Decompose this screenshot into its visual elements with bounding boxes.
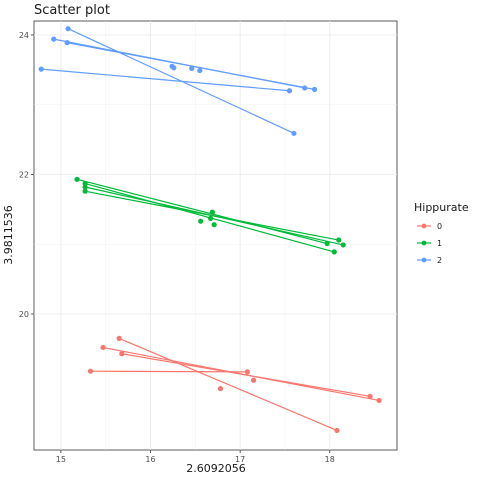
legend-key-point-2 xyxy=(421,257,427,263)
fit-line-hippurate-0 xyxy=(118,337,338,432)
point-hippurate-1 xyxy=(198,218,204,224)
point-hippurate-1 xyxy=(336,237,342,243)
point-hippurate-1 xyxy=(211,222,217,228)
data-points xyxy=(38,26,382,434)
fit-line-hippurate-2 xyxy=(67,42,315,90)
point-hippurate-2 xyxy=(311,86,318,92)
point-hippurate-0 xyxy=(87,368,94,374)
point-hippurate-1 xyxy=(340,242,346,248)
fit-line-hippurate-2 xyxy=(41,68,290,92)
point-hippurate-1 xyxy=(331,249,337,255)
x-tick-label: 18 xyxy=(325,455,335,464)
legend: Hippurate 0 1 2 xyxy=(414,201,469,265)
x-axis-title: 2.6092056 xyxy=(186,462,246,475)
fit-line-hippurate-0 xyxy=(90,370,248,373)
point-hippurate-2 xyxy=(286,88,293,94)
point-hippurate-0 xyxy=(250,377,257,383)
legend-title: Hippurate xyxy=(414,201,469,214)
point-hippurate-2 xyxy=(197,67,203,74)
point-hippurate-0 xyxy=(334,427,340,434)
chart-title: Scatter plot xyxy=(34,3,110,18)
y-axis-title: 3.9811536 xyxy=(2,205,15,265)
legend-label-0: 0 xyxy=(437,222,442,231)
point-hippurate-1 xyxy=(324,240,330,247)
point-hippurate-1 xyxy=(207,215,214,222)
point-hippurate-0 xyxy=(367,393,373,399)
fit-line-hippurate-0 xyxy=(121,353,371,397)
point-hippurate-1 xyxy=(82,188,88,194)
legend-label-1: 1 xyxy=(437,239,442,248)
point-hippurate-2 xyxy=(189,65,195,72)
legend-label-2: 2 xyxy=(437,256,442,265)
y-tick-label: 22 xyxy=(19,170,29,179)
point-hippurate-0 xyxy=(100,344,106,351)
point-hippurate-2 xyxy=(65,26,71,32)
point-hippurate-2 xyxy=(302,85,308,91)
point-hippurate-0 xyxy=(217,386,224,392)
x-tick-label: 17 xyxy=(235,455,245,464)
legend-key-point-1 xyxy=(421,240,427,246)
y-tick-label: 20 xyxy=(19,310,29,319)
x-tick-label: 16 xyxy=(145,455,155,464)
point-hippurate-1 xyxy=(209,209,215,215)
point-hippurate-2 xyxy=(38,66,44,72)
point-hippurate-1 xyxy=(74,176,80,182)
point-hippurate-0 xyxy=(244,369,250,375)
axes: 15 16 17 18 20 22 24 xyxy=(19,31,335,464)
x-tick-label: 15 xyxy=(56,455,66,464)
point-hippurate-1 xyxy=(82,184,88,190)
point-hippurate-0 xyxy=(119,351,125,357)
plot-panel xyxy=(33,20,398,451)
point-hippurate-0 xyxy=(116,335,122,341)
point-hippurate-2 xyxy=(51,36,57,42)
fit-line-hippurate-1 xyxy=(76,178,328,245)
point-hippurate-2 xyxy=(291,130,297,136)
legend-key-point-0 xyxy=(421,223,427,229)
grid xyxy=(34,21,397,450)
point-hippurate-0 xyxy=(376,397,382,404)
point-hippurate-2 xyxy=(171,65,177,71)
point-hippurate-2 xyxy=(64,40,70,46)
fit-line-hippurate-1 xyxy=(84,190,339,241)
y-tick-label: 24 xyxy=(19,31,29,40)
